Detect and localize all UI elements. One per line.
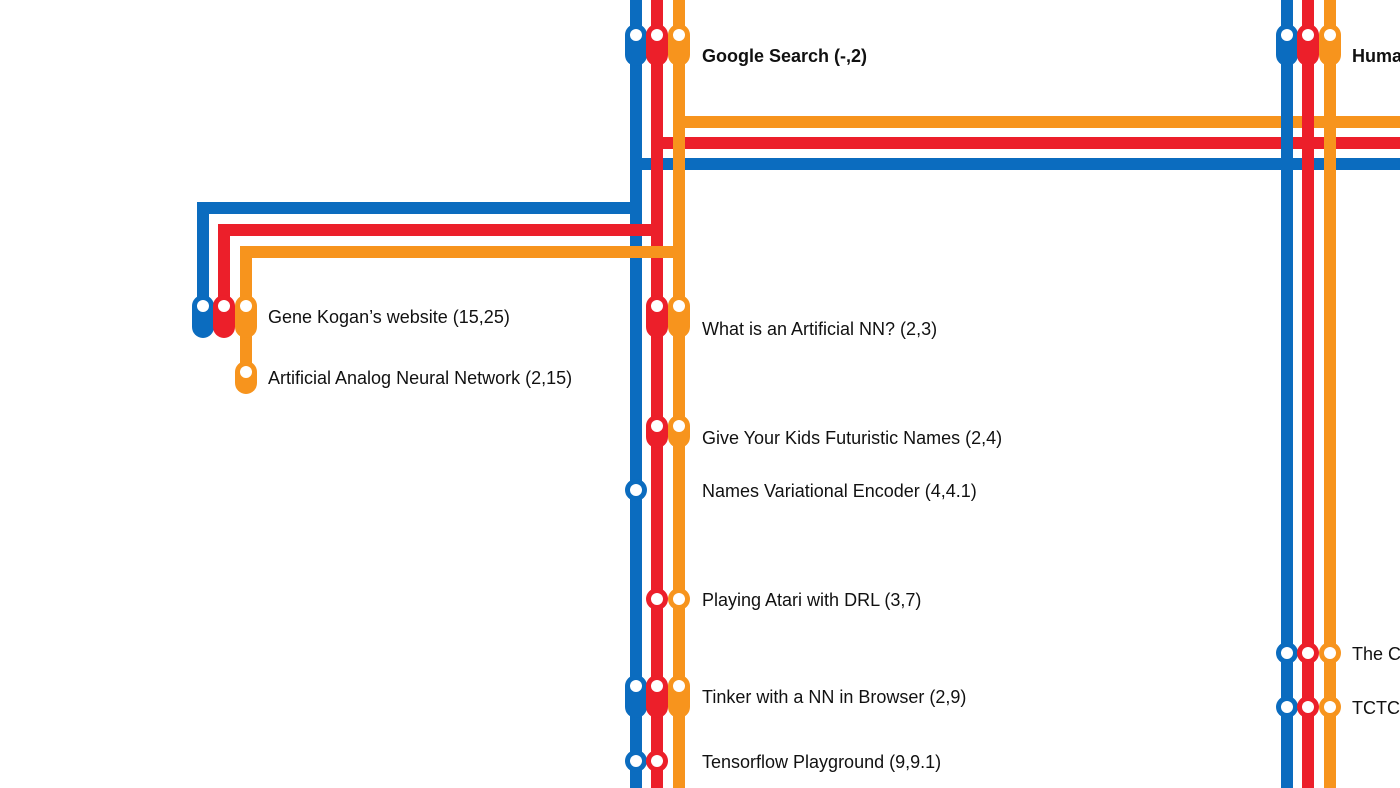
station-label-what-is-ann[interactable]: What is an Artificial NN? (2,3) [702, 319, 938, 339]
station-futuristic-names-marker[interactable] [646, 415, 690, 448]
station-artificial-analog-marker[interactable] [235, 361, 257, 394]
station-gene-kogan-marker[interactable] [192, 295, 257, 338]
station-label-atari-drl[interactable]: Playing Atari with DRL (3,7) [702, 590, 922, 610]
station-label-tctc[interactable]: TCTC [1352, 698, 1400, 718]
red-line-west-branch [218, 224, 657, 318]
station-label-artificial-analog[interactable]: Artificial Analog Neural Network (2,15) [268, 368, 573, 388]
station-label-futuristic-names[interactable]: Give Your Kids Futuristic Names (2,4) [702, 428, 1003, 448]
station-label-google-search[interactable]: Google Search (-,2) [702, 46, 868, 66]
station-tctc-marker[interactable] [1276, 696, 1341, 718]
station-label-gene-kogan[interactable]: Gene Kogan’s website (15,25) [268, 307, 510, 327]
station-names-vae-marker[interactable] [625, 479, 647, 501]
station-label-names-vae[interactable]: Names Variational Encoder (4,4.1) [702, 481, 977, 501]
station-label-tf-playground[interactable]: Tensorflow Playground (9,9.1) [702, 752, 942, 772]
station-tinker-nn-marker[interactable] [625, 675, 690, 718]
station-tf-playground-marker[interactable] [625, 750, 668, 772]
station-label-human[interactable]: Huma [1352, 46, 1400, 66]
station-label-the-c[interactable]: The C [1352, 644, 1400, 664]
station-google-search-marker[interactable] [625, 24, 690, 66]
blue-line-west-branch [197, 202, 636, 318]
station-human-marker[interactable] [1276, 24, 1341, 66]
station-what-is-ann-marker[interactable] [646, 295, 690, 338]
station-atari-drl-marker[interactable] [646, 588, 690, 610]
station-the-c-marker[interactable] [1276, 642, 1341, 664]
station-label-tinker-nn[interactable]: Tinker with a NN in Browser (2,9) [702, 687, 967, 707]
